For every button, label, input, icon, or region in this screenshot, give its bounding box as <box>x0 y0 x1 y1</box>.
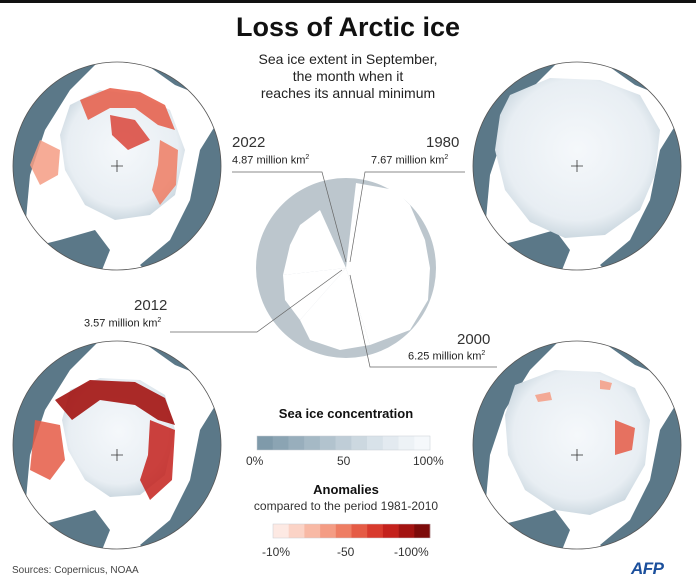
top-rule <box>0 0 696 3</box>
extent-2012: 3.57 million km2 <box>84 317 162 330</box>
anomaly-tick-50: -50 <box>337 545 355 559</box>
concentration-swatch-2 <box>288 436 305 450</box>
subtitle: Sea ice extent in September, the month w… <box>238 51 458 102</box>
year-2022: 2022 <box>232 134 266 151</box>
concentration-tick-0: 0% <box>246 454 264 468</box>
anomaly-swatch-2 <box>304 524 321 538</box>
anomaly-spots <box>535 380 612 402</box>
anomaly-east <box>140 420 175 500</box>
afp-logo: AFP <box>631 559 664 578</box>
anomaly-swatch-8 <box>398 524 415 538</box>
anomaly-swatch-0 <box>273 524 289 538</box>
extent-2000: 6.25 million km2 <box>408 350 486 363</box>
anomaly-tick-100: -100% <box>394 545 429 559</box>
map-2022 <box>13 62 221 270</box>
anomaly-east <box>615 420 635 455</box>
extent-1980: 7.67 million km2 <box>371 154 449 167</box>
concentration-swatch-3 <box>304 436 321 450</box>
wedge-2000 <box>300 268 370 350</box>
concentration-swatch-7 <box>367 436 384 450</box>
wedge-2012 <box>283 268 346 320</box>
anomaly-swatch-7 <box>382 524 399 538</box>
anomaly-bar <box>272 523 431 539</box>
concentration-tick-50: 50 <box>337 454 351 468</box>
extent-comparison-pie <box>256 178 436 358</box>
anomaly-swatch-5 <box>351 524 368 538</box>
concentration-swatch-5 <box>335 436 352 450</box>
concentration-swatch-6 <box>351 436 368 450</box>
anomaly-band <box>80 88 175 130</box>
sea-ice <box>495 78 660 238</box>
concentration-bar-border <box>256 435 431 451</box>
concentration-legend-title: Sea ice concentration <box>278 406 414 421</box>
wedge-1980 <box>346 183 430 345</box>
page-title: Loss of Arctic ice <box>235 12 461 42</box>
anomaly-band <box>55 380 175 425</box>
year-1980: 1980 <box>426 134 460 151</box>
concentration-bar <box>256 435 431 451</box>
subtitle-line-1: Sea ice extent in September, <box>258 51 438 67</box>
anomaly-swatch-3 <box>320 524 337 538</box>
anomaly-swatch-6 <box>367 524 384 538</box>
anomaly-bar-border <box>272 523 431 539</box>
leader-lines <box>170 171 497 368</box>
anomaly-swatch-9 <box>414 524 431 538</box>
year-2000: 2000 <box>457 331 491 348</box>
sea-ice <box>505 370 650 515</box>
anomaly-swatch-1 <box>288 524 305 538</box>
concentration-swatch-1 <box>272 436 289 450</box>
anomaly-east <box>152 140 178 205</box>
concentration-swatch-9 <box>398 436 415 450</box>
anomalies-legend-subtitle: compared to the period 1981-2010 <box>253 499 439 513</box>
extent-2022: 4.87 million km2 <box>232 154 310 167</box>
subtitle-line-2: the month when it <box>292 68 404 84</box>
anomaly-swatch-4 <box>335 524 352 538</box>
anomalies-legend-title: Anomalies <box>313 482 379 497</box>
concentration-swatch-10 <box>414 436 431 450</box>
concentration-swatch-4 <box>319 436 336 450</box>
anomaly-west <box>30 420 65 480</box>
map-1980 <box>473 62 681 270</box>
anomaly-inner <box>110 115 150 150</box>
wedge-2022 <box>283 210 346 275</box>
concentration-tick-100: 100% <box>413 454 444 468</box>
concentration-swatch-0 <box>257 436 274 450</box>
year-2012: 2012 <box>134 297 168 314</box>
source-note: Sources: Copernicus, NOAA <box>12 565 139 576</box>
concentration-swatch-8 <box>382 436 399 450</box>
subtitle-line-3: reaches its annual minimum <box>260 85 436 101</box>
anomaly-west <box>30 140 60 185</box>
anomaly-tick-10: -10% <box>262 545 291 559</box>
